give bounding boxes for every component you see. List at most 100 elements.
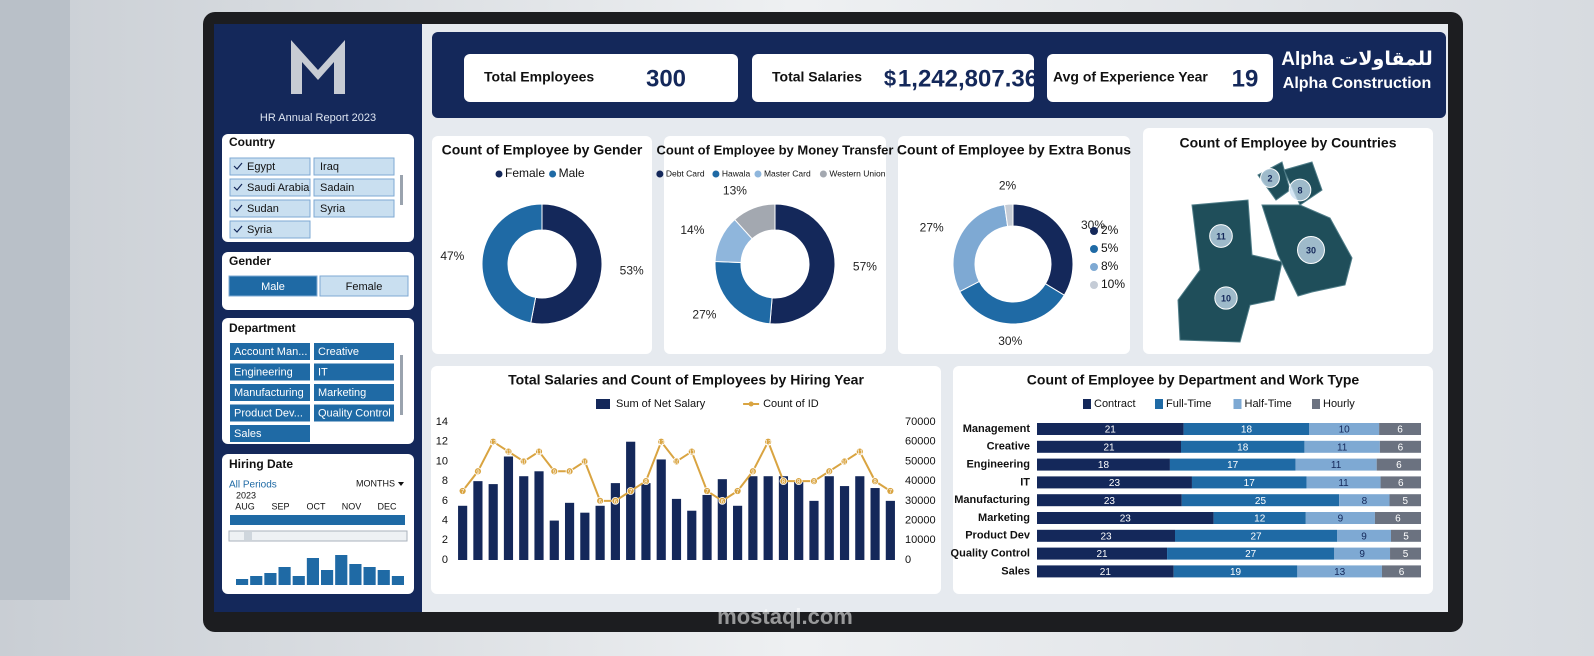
data-label: 5 [1402,496,1408,507]
data-label: 13 [1334,567,1346,578]
line-marker [672,457,681,466]
bar-segment [1309,423,1380,435]
logo-mark [291,40,345,94]
legend-marker [1312,399,1320,409]
y2-tick-label: 20000 [905,514,936,526]
chart-title: Count of Employee by Extra Bonus [897,142,1131,158]
slicer-item[interactable] [230,404,310,422]
bar-segment [1037,547,1168,560]
map-bubble [1260,168,1280,188]
data-label: 8 [1362,496,1368,507]
bar [778,476,789,560]
line-marker [642,477,650,486]
chart-title: Count of Employee by Money Transfer [657,142,894,157]
slicer-item-label: Sudan [247,203,279,215]
year-label: 2023 [236,490,256,500]
slicer-item[interactable] [313,157,395,176]
slicer-item[interactable] [314,363,394,381]
data-label: 9 [1338,514,1344,525]
slicer-item-label: Sadain [320,182,354,194]
bar-segment [1306,476,1381,489]
bar-segment [1037,440,1181,453]
bubble-label: 8 [1297,185,1302,195]
line-marker [535,447,543,456]
bar-segment [1379,440,1421,453]
slicer-item[interactable] [230,425,310,442]
slicer-button[interactable] [228,275,318,297]
y2-tick-label: 50000 [905,455,936,467]
donut-slice [734,203,776,240]
data-label: 23 [1100,531,1112,542]
legend-label: Hawala [722,168,751,178]
timeline-bar[interactable] [230,515,405,525]
map-bubble [1214,286,1238,310]
data-label: 23 [1109,478,1121,489]
data-label: 27% [920,220,944,234]
chart-title: Count of Employee by Countries [1179,135,1396,151]
bar-segment [1380,476,1421,489]
slicer-item[interactable] [313,178,395,197]
legend-marker [1233,399,1242,409]
bar-segment [1037,512,1214,524]
data-label: 10 [520,460,527,466]
slicer-item-label: Marketing [318,387,366,399]
data-label: 12 [765,440,772,446]
data-label: 30% [998,334,1022,348]
data-label: 9 [1361,531,1367,542]
slicer-item[interactable] [229,220,311,239]
slicer-item[interactable] [229,178,311,197]
bar [687,510,697,560]
donut-slice [481,203,543,324]
histogram-bar [264,573,277,585]
slicer-item[interactable] [314,384,394,401]
data-label: 21 [1096,549,1108,560]
bar-segment [1339,494,1390,507]
slicer-item[interactable] [314,343,394,360]
slicer-item[interactable] [230,363,310,381]
data-label: 11 [857,450,864,456]
legend-label: Debt Card [666,168,705,178]
y-tick-label: 2 [442,534,448,546]
data-label: 25 [1255,496,1267,507]
bar [595,505,605,560]
bar [809,500,819,560]
slicer-item[interactable] [313,199,395,218]
data-label: 9 [568,470,572,476]
slicer-item[interactable] [314,404,394,422]
kpi-label: Total Salaries [772,69,862,85]
brand-arabic: Alpha للمقاولات [1281,49,1433,70]
data-label: 30% [1081,218,1105,232]
slicer-button-label: Male [261,281,285,293]
slicer-title: Country [229,135,275,149]
slicer-item-label: IT [318,366,328,378]
kpi-card [464,54,738,102]
line-marker [840,457,849,466]
legend-marker [819,170,827,178]
category-label: Manufacturing [954,494,1030,506]
data-label: 12 [658,440,665,446]
slicer-item[interactable] [230,384,310,401]
data-label: 11 [1338,478,1349,489]
bar [656,459,666,560]
slicer-item-label: Egypt [247,161,275,173]
slicer-item[interactable] [229,157,311,176]
watermark: mostaql.com [717,604,853,629]
slicer-item[interactable] [230,343,310,360]
category-label: Management [963,423,1031,435]
bar-segment [1213,512,1306,524]
slicer-item-label: Account Man... [234,346,307,358]
line-marker [794,477,803,486]
granularity[interactable]: MONTHS [356,478,395,488]
bar [885,500,895,560]
data-label: 23 [1120,514,1132,525]
data-label: 7 [461,490,465,496]
bar-segment [1181,440,1305,453]
slicer-item-label: Quality Control [318,407,391,419]
legend-marker [549,170,557,178]
legend-marker [1090,263,1098,271]
slicer-item[interactable] [229,199,311,218]
slicer-item-label: Syria [247,224,273,236]
slicer-button[interactable] [319,275,409,297]
brand-english: Alpha Construction [1283,75,1431,92]
